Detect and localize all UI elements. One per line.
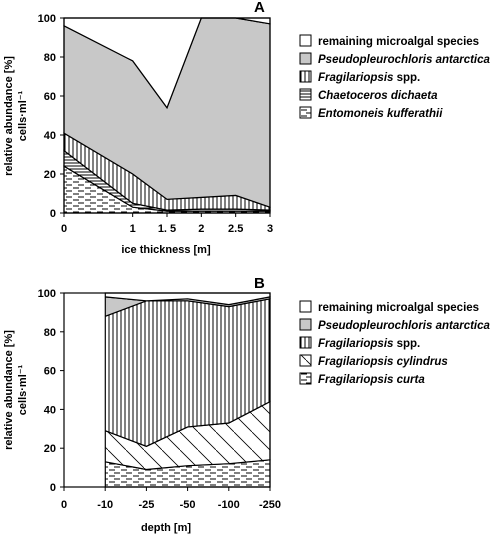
y-axis-units-a: cells·ml⁻¹ (17, 90, 29, 141)
legend-item: Pseudopleurochloris antarctica (299, 52, 491, 66)
legend-swatch (299, 336, 312, 349)
y-tick-label: 40 (44, 404, 56, 416)
legend-label: Pseudopleurochloris antarctica (318, 320, 491, 332)
legend-label: remaining microalgal species (318, 36, 479, 48)
legend-item: Fragilariopsis spp. (299, 336, 420, 350)
x-axis-title-a: ice thickness [m] (121, 244, 211, 256)
y-axis-title-b: relative abundance [%] (3, 330, 15, 450)
x-tick-label: 0 (61, 223, 67, 235)
y-tick-label: 0 (50, 482, 56, 494)
x-tick-label: 1. 5 (158, 223, 176, 235)
y-tick-label: 80 (44, 327, 56, 339)
empty-category-box (63, 292, 106, 488)
legend-item: Fragilariopsis spp. (299, 70, 420, 84)
y-tick-label: 60 (44, 366, 56, 378)
legend-item: Chaetoceros dichaeta (299, 88, 438, 102)
legend-label: Fragilariopsis spp. (318, 338, 420, 350)
legend-swatch (299, 372, 312, 385)
legend-label: Chaetoceros dichaeta (318, 90, 438, 102)
legend-swatch (299, 88, 312, 101)
legend-label: Pseudopleurochloris antarctica (318, 54, 491, 66)
x-axis-title-b: depth [m] (141, 522, 191, 534)
y-tick-label: 100 (38, 288, 56, 300)
x-tick-label: -250 (259, 499, 281, 511)
legend-item: remaining microalgal species (299, 34, 479, 48)
x-tick-label: -100 (218, 499, 240, 511)
legend-label: Entomoneis kufferathii (318, 108, 443, 120)
y-tick-label: 80 (44, 52, 56, 64)
plot-area-a (63, 17, 271, 214)
y-tick-label: 20 (44, 169, 56, 181)
legend-a: remaining microalgal species Pseudopleuro… (299, 34, 491, 120)
y-tick-label: 40 (44, 130, 56, 142)
legend-label: Fragilariopsis curta (318, 374, 425, 386)
x-tick-label: -10 (97, 499, 113, 511)
legend-label: Fragilariopsis cylindrus (318, 356, 448, 368)
legend-label: remaining microalgal species (318, 302, 479, 314)
legend-swatch (299, 318, 312, 331)
panel-a: A 0 20 40 60 80 100 0 1 1. 5 2 2.5 3 ice thickness … (3, 0, 491, 256)
x-tick-label: 3 (267, 223, 273, 235)
axes-b: 0 20 40 60 80 100 0 -10 -25 -50 -100 -250 (38, 288, 281, 511)
x-tick-label: 2.5 (228, 223, 243, 235)
y-tick-label: 100 (38, 13, 56, 25)
legend-swatch (299, 300, 312, 313)
legend-swatch (299, 354, 312, 367)
legend-label: Fragilariopsis spp. (318, 72, 420, 84)
x-tick-label: 0 (61, 499, 67, 511)
legend-item: Entomoneis kufferathii (299, 106, 443, 120)
x-tick-label: -25 (138, 499, 154, 511)
legend-b: remaining microalgal species Pseudopleuro… (299, 300, 491, 386)
plot-frame (63, 292, 271, 488)
y-axis-units-b: cells·ml⁻¹ (17, 364, 29, 415)
y-tick-label: 60 (44, 91, 56, 103)
legend-swatch (299, 34, 312, 47)
panel-label-b: B (254, 275, 265, 292)
x-tick-label: 1 (130, 223, 136, 235)
panel-b: B 0 20 40 60 80 100 0 -10 -25 -50 -100 -250 depth [… (3, 275, 491, 534)
plot-area-b (63, 292, 271, 488)
legend-swatch (299, 52, 312, 65)
y-axis-title-a: relative abundance [%] (3, 56, 15, 176)
legend-swatch (299, 70, 312, 83)
y-tick-label: 20 (44, 443, 56, 455)
panel-label-a: A (254, 0, 265, 16)
legend-item: Fragilariopsis cylindrus (299, 354, 448, 368)
legend-item: remaining microalgal species (299, 300, 479, 314)
axes-a: 0 20 40 60 80 100 0 1 1. 5 2 2.5 3 (38, 13, 273, 235)
legend-item: Fragilariopsis curta (299, 372, 425, 386)
legend-item: Pseudopleurochloris antarctica (299, 318, 491, 332)
x-tick-label: -50 (180, 499, 196, 511)
legend-swatch (299, 106, 312, 119)
x-tick-label: 2 (198, 223, 204, 235)
y-tick-label: 0 (50, 208, 56, 220)
